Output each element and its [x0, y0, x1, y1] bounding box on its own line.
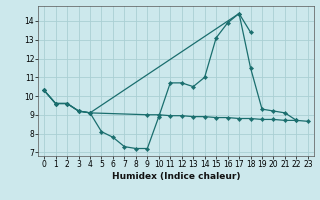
X-axis label: Humidex (Indice chaleur): Humidex (Indice chaleur): [112, 172, 240, 181]
